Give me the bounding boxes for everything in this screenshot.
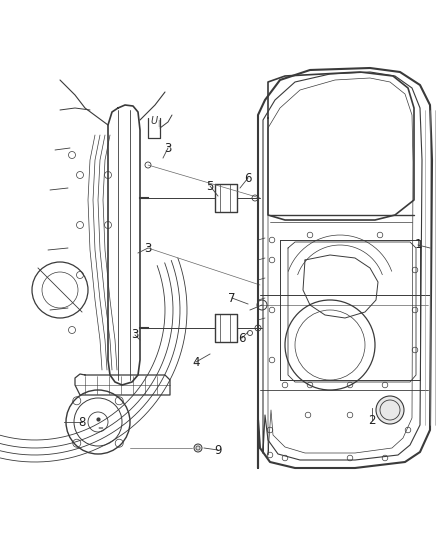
- Text: 4: 4: [192, 356, 200, 368]
- Text: 7: 7: [228, 292, 236, 304]
- Text: 3: 3: [164, 141, 172, 155]
- Text: 1: 1: [414, 238, 422, 252]
- Text: 3: 3: [131, 328, 139, 342]
- Circle shape: [194, 444, 202, 452]
- Text: 5: 5: [206, 180, 214, 192]
- Text: =: =: [97, 425, 103, 431]
- Text: 2: 2: [368, 414, 376, 426]
- Circle shape: [376, 396, 404, 424]
- Text: 6: 6: [244, 172, 252, 184]
- Text: 6: 6: [238, 332, 246, 344]
- Text: $U_{|}$: $U_{|}$: [150, 114, 160, 130]
- Text: 3: 3: [144, 241, 152, 254]
- Text: 8: 8: [78, 416, 86, 429]
- Text: 9: 9: [214, 443, 222, 456]
